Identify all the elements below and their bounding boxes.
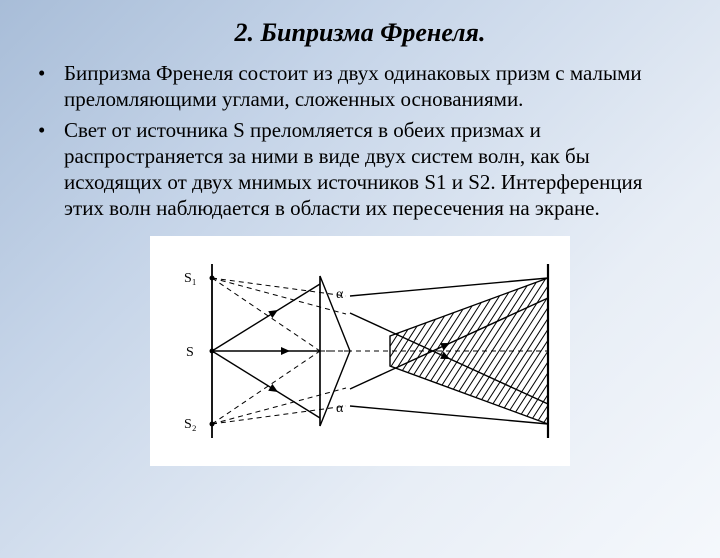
bullet-2: Свет от источника S преломляется в обеих… [60,117,680,222]
svg-text:S₂: S₂ [184,417,197,432]
svg-text:S: S [186,345,194,360]
slide-body: Бипризма Френеля состоит из двух одинако… [0,60,720,222]
bullet-1: Бипризма Френеля состоит из двух одинако… [60,60,680,113]
svg-text:α: α [336,401,344,416]
fresnel-biprism-diagram: S₁ S S₂ α α [150,236,570,466]
slide-title: 2. Бипризма Френеля. [0,18,720,48]
diagram-container: S₁ S S₂ α α [0,236,720,471]
svg-text:S₁: S₁ [184,271,197,286]
svg-text:α: α [336,287,344,302]
